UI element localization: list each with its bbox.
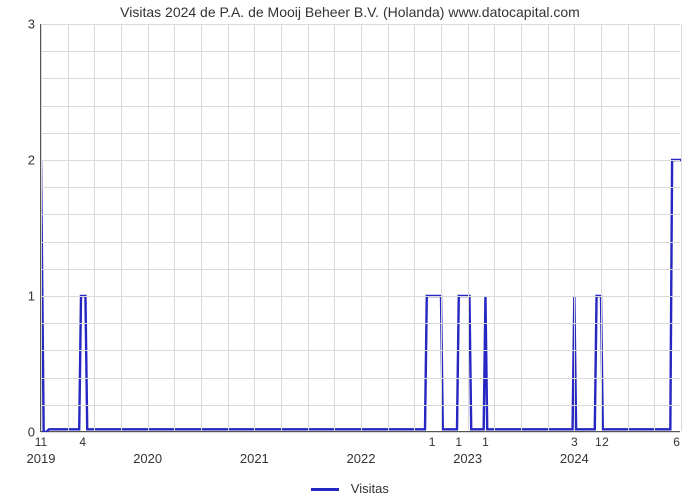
gridline-v <box>601 24 602 431</box>
x-value-label: 11 <box>35 435 47 449</box>
plot-area: 01232019202020212022202320241141113126 <box>40 24 680 432</box>
gridline-v <box>228 24 229 431</box>
gridline-v <box>254 24 255 431</box>
y-tick-label: 0 <box>11 425 35 440</box>
gridline-v <box>441 24 442 431</box>
x-year-label: 2020 <box>133 451 162 466</box>
x-value-label: 2 <box>602 435 609 449</box>
x-value-label: 1 <box>455 435 462 449</box>
x-year-label: 2023 <box>453 451 482 466</box>
y-tick-label: 3 <box>11 17 35 32</box>
gridline-v <box>548 24 549 431</box>
gridline-v <box>628 24 629 431</box>
gridline-v <box>281 24 282 431</box>
y-tick-label: 1 <box>11 289 35 304</box>
x-year-label: 2024 <box>560 451 589 466</box>
gridline-v <box>654 24 655 431</box>
gridline-v <box>174 24 175 431</box>
y-tick-label: 2 <box>11 153 35 168</box>
x-value-label: 1 <box>595 435 602 449</box>
chart-container: Visitas 2024 de P.A. de Mooij Beheer B.V… <box>0 0 700 500</box>
x-year-label: 2021 <box>240 451 269 466</box>
gridline-v <box>68 24 69 431</box>
gridline-v <box>468 24 469 431</box>
legend: Visitas <box>0 481 700 496</box>
gridline-v <box>121 24 122 431</box>
gridline-v <box>308 24 309 431</box>
x-value-label: 4 <box>79 435 86 449</box>
gridline-v <box>681 24 682 431</box>
gridline-v <box>201 24 202 431</box>
x-value-label: 1 <box>429 435 436 449</box>
x-value-label: 6 <box>673 435 680 449</box>
gridline-v <box>388 24 389 431</box>
gridline-v <box>94 24 95 431</box>
gridline-v <box>521 24 522 431</box>
gridline-v <box>41 24 42 431</box>
chart-title: Visitas 2024 de P.A. de Mooij Beheer B.V… <box>0 4 700 20</box>
gridline-v <box>414 24 415 431</box>
gridline-v <box>574 24 575 431</box>
x-value-label: 3 <box>571 435 578 449</box>
gridline-v <box>361 24 362 431</box>
x-value-label: 1 <box>482 435 489 449</box>
gridline-v <box>494 24 495 431</box>
gridline-v <box>148 24 149 431</box>
x-year-label: 2022 <box>347 451 376 466</box>
gridline-h <box>41 432 680 433</box>
legend-label: Visitas <box>351 481 389 496</box>
gridline-v <box>334 24 335 431</box>
x-year-label: 2019 <box>27 451 56 466</box>
legend-swatch <box>311 488 339 491</box>
